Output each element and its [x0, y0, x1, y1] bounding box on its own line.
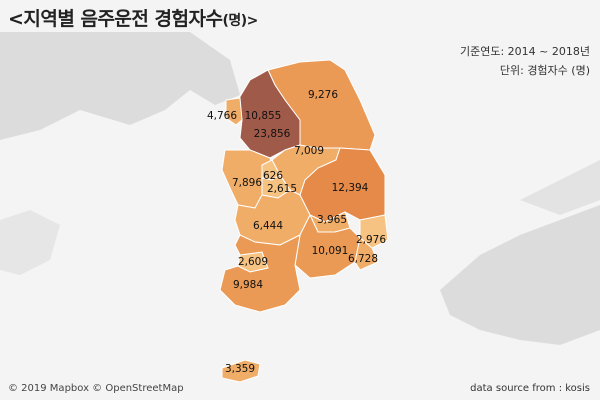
label-jeonnam: 9,984: [233, 279, 263, 291]
label-incheon: 4,766: [207, 110, 237, 122]
label-gyeongbuk: 12,394: [332, 182, 369, 194]
label-gwangju: 2,609: [238, 256, 268, 268]
background-land: [0, 32, 600, 345]
region-ulsan[interactable]: [359, 214, 389, 249]
label-seoul: 10,855: [245, 110, 282, 122]
label-gyeonggi: 23,856: [254, 128, 291, 140]
page-title: <지역별 음주운전 경험자수(명)>: [8, 4, 258, 31]
label-daegu: 3,965: [317, 214, 347, 226]
label-jeonbuk: 6,444: [253, 220, 283, 232]
region-busan[interactable]: [354, 237, 379, 271]
value-labels: 10,855 23,856 4,766 9,276 7,009 7,896 62…: [207, 89, 386, 375]
provinces: [219, 59, 389, 383]
label-gyeongnam: 10,091: [312, 245, 349, 257]
data-source: data source from : kosis: [470, 383, 590, 394]
region-incheon[interactable]: [225, 97, 243, 126]
title-main: <지역별 음주운전 경험자수: [8, 8, 223, 30]
region-jeju[interactable]: [221, 359, 261, 383]
korea-choropleth-map[interactable]: 10,855 23,856 4,766 9,276 7,009 7,896 62…: [0, 32, 600, 400]
label-chungnam: 7,896: [232, 177, 262, 189]
label-gangwon: 9,276: [308, 89, 338, 101]
label-ulsan: 2,976: [356, 234, 386, 246]
map-attribution[interactable]: © 2019 Mapbox © OpenStreetMap: [8, 383, 184, 394]
label-sejong: 626: [263, 170, 283, 182]
period-text: 기준연도: 2014 ~ 2018년: [459, 45, 590, 58]
info-box: 기준연도: 2014 ~ 2018년 단위: 경험자수 (명): [460, 42, 590, 80]
label-busan: 6,728: [348, 253, 378, 265]
label-jeju: 3,359: [225, 363, 255, 375]
title-unit: (명)>: [222, 13, 258, 29]
region-jeonnam[interactable]: [219, 234, 301, 313]
unit-text: 단위: 경험자수 (명): [499, 64, 590, 77]
label-daejeon: 2,615: [267, 183, 297, 195]
label-chungbuk: 7,009: [294, 145, 324, 157]
